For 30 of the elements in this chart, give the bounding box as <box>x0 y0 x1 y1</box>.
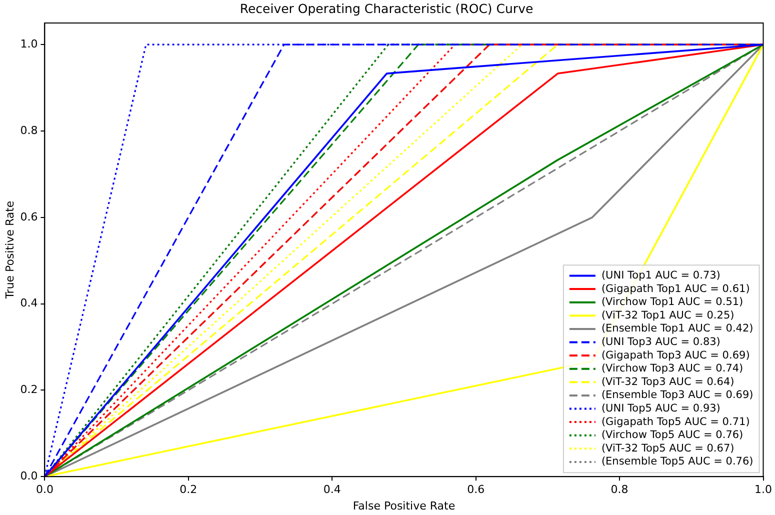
x-axis-title: False Positive Rate <box>352 499 456 512</box>
legend-label: (Virchow Top3 AUC = 0.74) <box>601 362 744 375</box>
y-axis-title: True Positive Rate <box>3 200 16 300</box>
y-tick-label: 0.4 <box>20 296 38 310</box>
y-tick-label: 1.0 <box>20 37 38 50</box>
legend-label: (UNI Top3 AUC = 0.83) <box>601 336 720 348</box>
x-tick-label: 1.0 <box>754 483 772 496</box>
y-tick-label: 0.8 <box>20 124 38 137</box>
y-tick-label: 0.0 <box>20 469 38 482</box>
legend-label: (Virchow Top1 AUC = 0.51) <box>601 296 744 308</box>
legend-label: (Virchow Top5 AUC = 0.76) <box>601 429 744 442</box>
x-tick-label: 0.6 <box>467 483 485 496</box>
legend-label: (Gigapath Top1 AUC = 0.61) <box>601 282 750 295</box>
x-tick-label: 0.4 <box>323 483 341 496</box>
y-tick-label: 0.6 <box>20 210 38 224</box>
legend-label: (ViT-32 Top3 AUC = 0.64) <box>601 376 734 388</box>
legend-label: (Gigapath Top5 AUC = 0.71) <box>601 416 750 428</box>
legend-label: (Ensemble Top1 AUC = 0.42) <box>601 322 754 335</box>
legend-label: (Ensemble Top3 AUC = 0.69) <box>601 389 754 402</box>
legend-label: (Gigapath Top3 AUC = 0.69) <box>601 349 750 362</box>
y-tick-label: 0.2 <box>20 383 38 396</box>
legend-label: (Ensemble Top5 AUC = 0.76) <box>601 456 754 468</box>
legend-label: (UNI Top1 AUC = 0.73) <box>601 269 720 282</box>
chart-title: Receiver Operating Characteristic (ROC) Curve <box>240 0 534 16</box>
x-tick-label: 0.2 <box>180 483 198 496</box>
legend-label: (ViT-32 Top5 AUC = 0.67) <box>601 442 734 454</box>
legend-label: (ViT-32 Top1 AUC = 0.25) <box>601 309 734 322</box>
x-tick-label: 0.8 <box>610 483 628 496</box>
x-tick-label: 0.0 <box>36 483 54 496</box>
legend-label: (UNI Top5 AUC = 0.93) <box>601 402 720 414</box>
